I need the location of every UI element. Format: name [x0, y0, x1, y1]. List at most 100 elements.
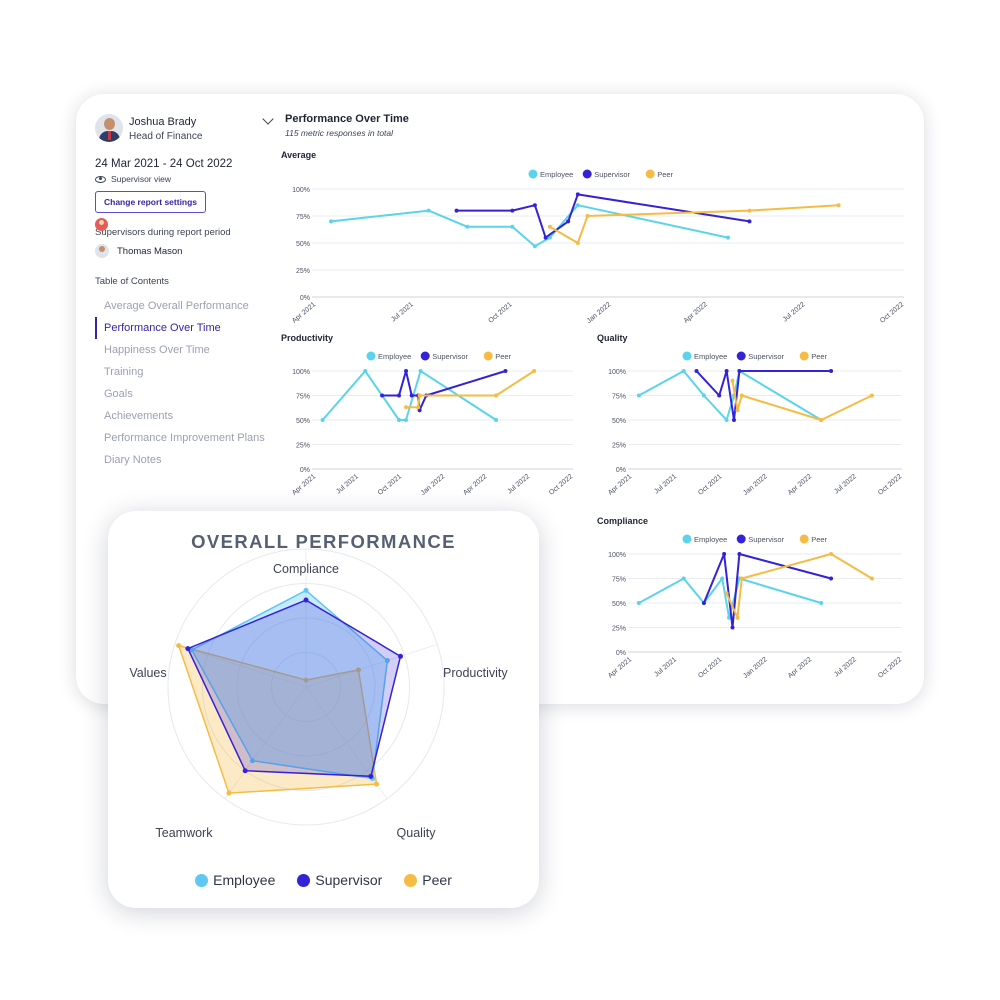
- legend-label-employee: Employee: [694, 352, 727, 361]
- x-tick-label: Apr 2022: [787, 656, 813, 680]
- profile-role: Head of Finance: [129, 131, 203, 142]
- series-line-employee: [330, 204, 729, 248]
- radar-axis-label-values: Values: [129, 666, 166, 680]
- data-point-peer: [735, 615, 740, 620]
- legend-dot-peer: [483, 351, 493, 361]
- data-point-employee: [701, 393, 706, 398]
- data-point-peer: [575, 241, 580, 245]
- series-line-supervisor: [382, 370, 506, 412]
- radar-axis-label-teamwork: Teamwork: [156, 826, 214, 840]
- radar-point-peer: [355, 667, 361, 673]
- radar-axis-label-productivity: Productivity: [443, 666, 508, 680]
- overall-performance-card: OVERALL PERFORMANCE Compliance Productivi…: [108, 511, 539, 908]
- chart-title: Quality: [597, 333, 628, 343]
- y-tick-label: 100%: [608, 369, 626, 376]
- y-tick-label: 100%: [608, 552, 626, 559]
- profile-name: Joshua Brady: [129, 116, 197, 128]
- toc-item[interactable]: Training: [104, 366, 144, 378]
- radar-point-employee: [384, 658, 390, 664]
- y-tick-label: 25%: [296, 443, 310, 450]
- productivity-chart: Productivity Employee Supervisor Peer 0% 25% 5…: [281, 333, 574, 497]
- y-tick-label: 25%: [296, 268, 310, 275]
- data-point-supervisor: [694, 369, 699, 373]
- data-point-peer: [404, 405, 409, 410]
- toc-item[interactable]: Happiness Over Time: [104, 344, 210, 356]
- data-point-employee: [494, 418, 499, 422]
- radar-point-peer: [303, 677, 309, 683]
- view-mode-label: Supervisor view: [111, 174, 171, 184]
- y-tick-label: 75%: [296, 214, 310, 221]
- y-tick-label: 75%: [296, 394, 310, 401]
- legend-label-peer: Peer: [422, 872, 452, 888]
- y-tick-label: 50%: [612, 601, 626, 608]
- data-point-employee: [418, 369, 423, 373]
- radar-spoke: [224, 686, 307, 799]
- y-tick-label: 0%: [616, 467, 626, 474]
- avatar: [95, 114, 123, 142]
- legend-item-peer[interactable]: Peer: [404, 872, 452, 888]
- toc-title: Table of Contents: [95, 276, 169, 287]
- y-tick-label: 100%: [292, 369, 310, 376]
- radar-point-supervisor: [303, 597, 309, 603]
- supervisor-name: Thomas Mason: [117, 245, 183, 257]
- data-point-supervisor: [503, 369, 508, 373]
- data-point-employee: [404, 418, 409, 422]
- data-point-supervisor: [829, 369, 834, 373]
- data-point-employee: [320, 418, 325, 422]
- data-point-peer: [547, 224, 552, 229]
- toc-item[interactable]: Goals: [104, 388, 133, 400]
- series-line-peer: [725, 553, 873, 619]
- legend-item-supervisor[interactable]: Supervisor: [297, 872, 382, 888]
- user-avatar-icon: [95, 218, 108, 231]
- legend-label-peer: Peer: [811, 535, 827, 544]
- radar-spoke: [305, 643, 438, 688]
- data-point-employee: [681, 576, 686, 581]
- chart-legend: Employee Supervisor Peer: [682, 534, 828, 544]
- chart-title: Productivity: [281, 333, 333, 343]
- toc-item[interactable]: Average Overall Performance: [104, 300, 249, 312]
- legend-dot-employee: [682, 534, 692, 544]
- series-line-peer: [406, 370, 535, 409]
- y-tick-label: 50%: [612, 418, 626, 425]
- data-point-peer: [869, 393, 874, 398]
- data-point-supervisor: [404, 369, 409, 373]
- data-point-peer: [836, 203, 841, 208]
- chart-legend: Employee Supervisor Peer: [682, 351, 828, 361]
- x-tick-label: Oct 2022: [879, 301, 905, 325]
- legend-label-employee: Employee: [540, 170, 573, 179]
- toc-item[interactable]: Diary Notes: [104, 454, 162, 466]
- x-tick-label: Jan 2022: [586, 301, 613, 325]
- data-point-employee: [426, 208, 431, 213]
- radar-axis-label-quality: Quality: [397, 826, 437, 840]
- data-point-peer: [735, 408, 740, 413]
- data-point-peer: [585, 214, 590, 218]
- data-point-peer: [739, 576, 744, 581]
- view-mode: Supervisor view: [95, 174, 270, 184]
- toc-item[interactable]: Achievements: [104, 410, 174, 422]
- data-point-supervisor: [717, 393, 722, 398]
- legend-dot-supervisor: [582, 169, 592, 179]
- chart-legend: Employee Supervisor Peer: [366, 351, 512, 361]
- x-tick-label: Oct 2021: [697, 473, 723, 497]
- data-point-peer: [416, 405, 421, 410]
- data-point-supervisor: [724, 369, 729, 373]
- sidebar: Joshua Brady Head of Finance 24 Mar 2021…: [95, 114, 270, 471]
- data-point-supervisor: [532, 203, 537, 208]
- profile: Joshua Brady Head of Finance: [95, 114, 270, 148]
- x-tick-label: Apr 2021: [291, 473, 317, 497]
- change-report-settings-button[interactable]: Change report settings: [95, 191, 207, 213]
- legend-label-peer: Peer: [657, 170, 673, 179]
- radar-point-supervisor: [185, 646, 191, 652]
- chart-title: Average: [281, 150, 316, 160]
- toc-item[interactable]: Performance Improvement Plans: [104, 432, 265, 444]
- eye-icon: [95, 175, 106, 183]
- data-point-peer: [747, 208, 752, 213]
- x-tick-label: Apr 2022: [787, 473, 813, 497]
- data-point-peer: [494, 393, 499, 398]
- toc-item-active[interactable]: Performance Over Time: [95, 317, 270, 339]
- data-point-employee: [397, 418, 402, 422]
- legend-item-employee[interactable]: Employee: [195, 872, 275, 888]
- data-point-peer: [869, 576, 874, 581]
- x-tick-label: Jan 2022: [420, 473, 447, 497]
- x-tick-label: Jan 2022: [742, 656, 769, 680]
